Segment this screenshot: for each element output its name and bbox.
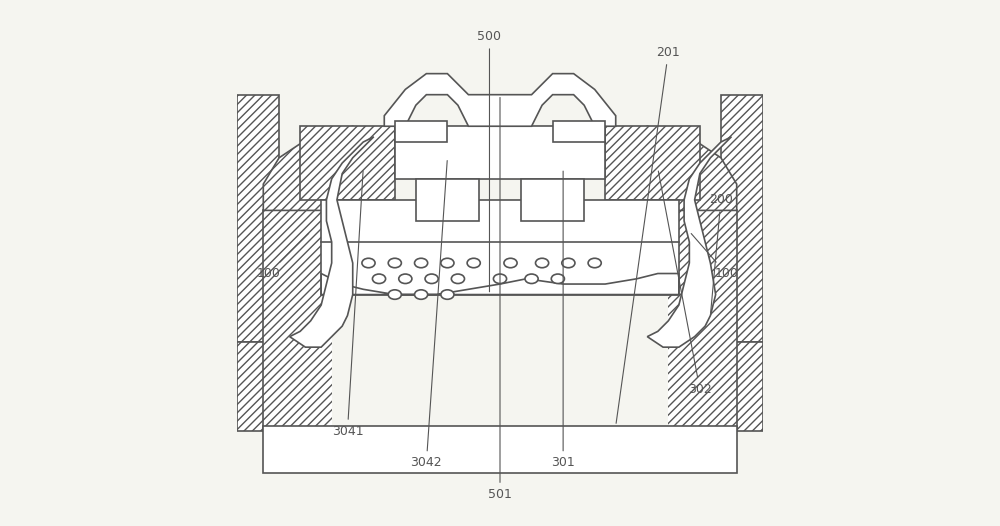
Bar <box>395 126 605 179</box>
Ellipse shape <box>467 258 480 268</box>
Ellipse shape <box>415 290 428 299</box>
Polygon shape <box>237 95 279 342</box>
Text: 3042: 3042 <box>411 160 447 469</box>
Polygon shape <box>300 126 395 200</box>
Bar <box>263 426 737 473</box>
Polygon shape <box>647 137 731 347</box>
Polygon shape <box>384 74 616 126</box>
Ellipse shape <box>588 258 601 268</box>
Ellipse shape <box>388 258 401 268</box>
Ellipse shape <box>562 258 575 268</box>
Polygon shape <box>263 210 737 431</box>
Polygon shape <box>290 137 374 347</box>
Ellipse shape <box>415 258 428 268</box>
Bar <box>553 121 605 142</box>
Ellipse shape <box>372 274 386 284</box>
Ellipse shape <box>551 274 564 284</box>
Text: 301: 301 <box>551 171 575 469</box>
Polygon shape <box>511 342 763 431</box>
Text: 100: 100 <box>691 234 738 280</box>
Text: 3041: 3041 <box>332 171 363 438</box>
Ellipse shape <box>388 290 401 299</box>
Polygon shape <box>237 342 489 431</box>
Ellipse shape <box>441 290 454 299</box>
Ellipse shape <box>493 274 507 284</box>
Text: 500: 500 <box>477 31 501 292</box>
Text: 100: 100 <box>257 234 309 280</box>
Text: 200: 200 <box>709 194 733 313</box>
Polygon shape <box>263 126 384 210</box>
Ellipse shape <box>362 258 375 268</box>
Bar <box>321 200 679 295</box>
Ellipse shape <box>441 258 454 268</box>
Text: 302: 302 <box>658 171 712 396</box>
Bar <box>416 179 479 221</box>
Ellipse shape <box>504 258 517 268</box>
Ellipse shape <box>525 274 538 284</box>
Text: 501: 501 <box>488 97 512 501</box>
Polygon shape <box>605 126 700 200</box>
Ellipse shape <box>399 274 412 284</box>
Polygon shape <box>321 274 679 295</box>
Bar <box>521 179 584 221</box>
Ellipse shape <box>451 274 464 284</box>
Ellipse shape <box>425 274 438 284</box>
Polygon shape <box>332 237 668 431</box>
Bar <box>395 121 447 142</box>
Polygon shape <box>605 126 737 210</box>
Text: 201: 201 <box>616 46 680 423</box>
Polygon shape <box>721 95 763 342</box>
Ellipse shape <box>536 258 549 268</box>
